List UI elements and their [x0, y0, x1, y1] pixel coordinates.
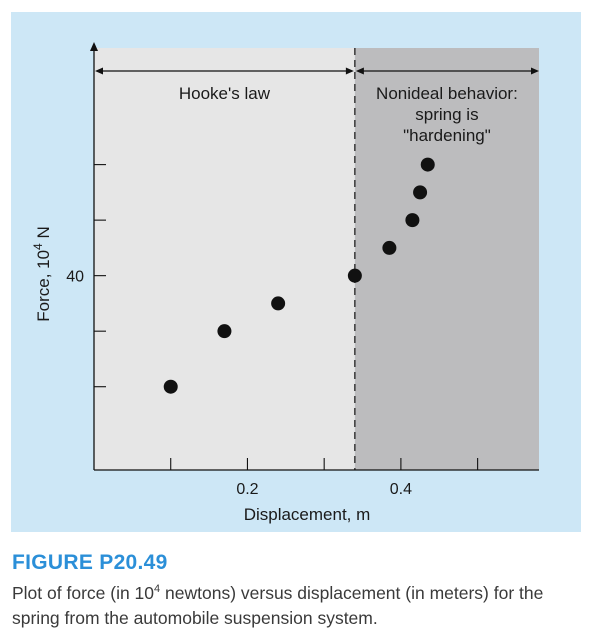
- data-points: [163, 157, 435, 394]
- caption-text-part-2: newtons) versus displacement (in meters)…: [12, 583, 544, 628]
- hookes-law-region: [94, 48, 355, 470]
- data-point: [382, 240, 397, 255]
- region-labels: Hooke's law Nonideal behavior: spring is "h…: [179, 84, 518, 145]
- y-axis-title: Force, 104 N: [31, 226, 53, 322]
- region-layer: [94, 48, 539, 470]
- x-tick-label: 0.2: [236, 481, 258, 498]
- axes: 0.2 0.4 40 Displacement, m Force, 104 N: [31, 42, 539, 524]
- nonideal-arrow-right-head: [531, 67, 539, 75]
- data-point: [217, 324, 232, 339]
- y-axis-arrowhead: [90, 42, 98, 51]
- figure-panel: 0.2 0.4 40 Displacement, m Force, 104 N Hook…: [11, 12, 581, 532]
- data-point: [413, 185, 428, 200]
- data-point: [347, 268, 362, 283]
- figure-caption-title: FIGURE P20.49: [12, 551, 168, 574]
- y-axis-title-exponent: 4: [31, 243, 45, 250]
- nonideal-label-line: spring is: [415, 105, 478, 124]
- nonideal-label-line: "hardening": [403, 126, 491, 145]
- region-arrows: [95, 67, 539, 75]
- y-axis-title-text: Force, 10: [34, 250, 53, 322]
- y-tick-label: 40: [66, 269, 84, 286]
- y-axis-title-unit: N: [34, 226, 53, 243]
- data-point: [271, 296, 286, 311]
- data-point: [420, 157, 435, 172]
- hookes-law-arrow-left-head: [95, 67, 103, 75]
- chart: 0.2 0.4 40 Displacement, m Force, 104 N Hook…: [31, 42, 539, 524]
- caption-text-part-1: Plot of force (in 10: [12, 583, 155, 603]
- data-point: [405, 213, 420, 228]
- figure-caption-text: Plot of force (in 104 newtons) versus di…: [12, 581, 587, 631]
- x-axis-title: Displacement, m: [244, 505, 371, 524]
- x-tick-label: 0.4: [390, 481, 412, 498]
- nonideal-region: [354, 48, 539, 470]
- data-point: [163, 379, 178, 394]
- hookes-law-label: Hooke's law: [179, 84, 271, 103]
- nonideal-arrow-left-head: [355, 67, 364, 75]
- nonideal-label-line: Nonideal behavior:: [376, 84, 518, 103]
- caption-exponent: 4: [154, 583, 161, 596]
- hookes-law-arrow-right-head: [345, 67, 354, 75]
